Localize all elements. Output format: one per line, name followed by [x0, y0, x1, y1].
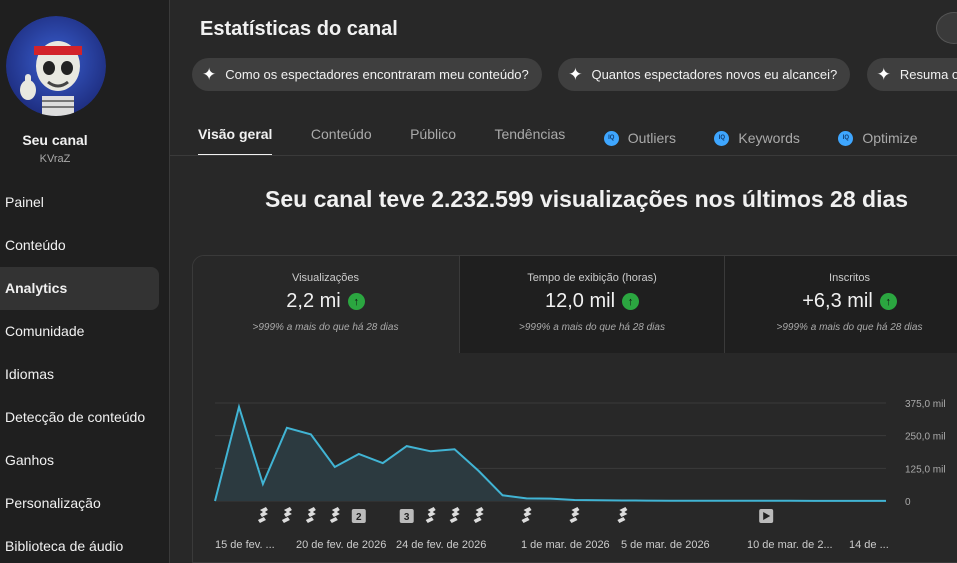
metric-label: Inscritos [829, 272, 870, 284]
tab-conteudo[interactable]: Conteúdo [311, 116, 372, 152]
tabs-divider [170, 155, 957, 156]
sidebar-nav: Painel Conteúdo Analytics Comunidade Idi… [0, 181, 159, 563]
tab-label: Tendências [494, 126, 566, 142]
tab-label: Público [410, 126, 456, 142]
iq-badge-icon: IQ [838, 130, 854, 146]
metric-value: +6,3 mil [802, 290, 873, 312]
sparkle-icon: ✦ [568, 64, 583, 84]
shorts-icon[interactable] [569, 507, 580, 523]
tab-optimize[interactable]: IQ Optimize [838, 120, 918, 156]
svg-text:3: 3 [404, 512, 410, 523]
chip-label: Quantos espectadores novos eu alcancei? [591, 67, 838, 82]
arrow-up-icon: ↑ [622, 293, 640, 310]
shorts-icon[interactable] [281, 507, 292, 523]
tab-outliers[interactable]: IQ Outliers [603, 120, 676, 156]
sidebar-item-analytics[interactable]: Analytics [0, 267, 159, 310]
share-button[interactable] [936, 12, 957, 44]
metric-tab-watch-time[interactable]: Tempo de exibição (horas) 12,0 mil ↑ >99… [459, 256, 724, 353]
x-tick-label: 5 de mar. de 2026 [621, 539, 710, 551]
chip-label: Como os espectadores encontraram meu con… [225, 67, 529, 82]
tab-label: Keywords [738, 130, 800, 146]
channel-name: Seu canal [22, 132, 88, 148]
views-area [215, 406, 886, 501]
video-count-badge[interactable]: 2 [351, 509, 366, 523]
tab-label: Visão geral [198, 126, 273, 142]
channel-handle: KVraZ [39, 153, 71, 165]
x-tick-label: 1 de mar. de 2026 [521, 539, 610, 551]
analytics-tabs: Visão geral Conteúdo Público Tendências … [198, 116, 952, 156]
x-tick-label: 14 de ... [849, 539, 889, 551]
metric-delta: >999% a mais do que há 28 dias [519, 322, 665, 333]
iq-badge-icon: IQ [714, 130, 730, 146]
shorts-icon[interactable] [329, 507, 340, 523]
overview-card: Visualizações 2,2 mi ↑ >999% a mais do q… [192, 255, 957, 563]
sidebar-item-painel[interactable]: Painel [5, 194, 44, 210]
main-content: Estatísticas do canal ✦ Como os espectad… [170, 0, 957, 563]
suggestion-chip[interactable]: ✦ Resuma o d [866, 58, 957, 91]
sidebar-item-idiomas[interactable]: Idiomas [5, 366, 55, 382]
sparkle-icon: ✦ [876, 64, 891, 84]
skeleton-avatar-image [6, 16, 106, 116]
x-tick-label: 24 de fev. de 2026 [396, 539, 486, 551]
arrow-up-icon: ↑ [879, 293, 897, 310]
suggestion-chip[interactable]: ✦ Como os espectadores encontraram meu c… [192, 58, 542, 91]
metric-value: 12,0 mil [544, 290, 616, 312]
suggestion-chips: ✦ Como os espectadores encontraram meu c… [192, 58, 957, 91]
metric-label: Tempo de exibição (horas) [527, 272, 657, 284]
iq-badge-icon: IQ [603, 130, 619, 146]
shorts-icon[interactable] [425, 507, 436, 523]
tab-publico[interactable]: Público [410, 116, 456, 152]
sparkle-icon: ✦ [202, 64, 217, 84]
sidebar-item-biblioteca-de-audio[interactable]: Biblioteca de áudio [5, 538, 124, 554]
metric-label: Visualizações [291, 272, 360, 284]
tab-label: Outliers [627, 130, 676, 146]
shorts-icon[interactable] [521, 507, 532, 523]
views-line [214, 403, 886, 502]
x-tick-label: 10 de mar. de 2... [747, 539, 833, 551]
y-tick-label: 375,0 mil [905, 399, 946, 410]
metric-tab-views[interactable]: Visualizações 2,2 mi ↑ >999% a mais do q… [193, 256, 458, 353]
sidebar-item-personalizacao[interactable]: Personalização [5, 495, 101, 511]
shorts-icon[interactable] [305, 507, 316, 523]
summary-headline: Seu canal teve 2.232.599 visualizações n… [265, 186, 909, 212]
tab-label: Conteúdo [310, 126, 372, 142]
page-title: Estatísticas do canal [200, 18, 398, 40]
shorts-icon[interactable] [473, 507, 484, 523]
chip-label: Resuma o d [899, 67, 957, 82]
shorts-icon[interactable] [257, 507, 268, 523]
y-tick-label: 250,0 mil [905, 432, 946, 443]
x-tick-label: 20 de fev. de 2026 [296, 539, 386, 551]
arrow-up-icon: ↑ [347, 293, 365, 310]
shorts-icon[interactable] [449, 507, 460, 523]
svg-text:2: 2 [356, 512, 362, 523]
y-tick-label: 125,0 mil [905, 464, 946, 475]
channel-avatar[interactable] [6, 16, 106, 116]
metric-delta: >999% a mais do que há 28 dias [252, 322, 399, 333]
views-chart[interactable]: 375,0 mil 250,0 mil 125,0 mil 0 2 3 15 de fe… [170, 380, 957, 563]
video-icon[interactable] [759, 509, 774, 523]
video-count-badge[interactable]: 3 [399, 509, 414, 523]
sidebar-item-ganhos[interactable]: Ganhos [5, 452, 55, 468]
metric-value: 2,2 mi [286, 290, 341, 312]
tab-label: Optimize [862, 130, 918, 146]
sidebar-item-comunidade[interactable]: Comunidade [5, 323, 85, 339]
tab-keywords[interactable]: IQ Keywords [714, 120, 800, 156]
sidebar: Seu canal KVraZ Painel Conteúdo Analytic… [0, 0, 170, 563]
suggestion-chip[interactable]: ✦ Quantos espectadores novos eu alcancei… [558, 58, 851, 91]
x-tick-label: 15 de fev. ... [215, 539, 275, 551]
metric-delta: >999% a mais do que há 28 dias [776, 322, 923, 333]
y-tick-label: 0 [905, 497, 911, 508]
tab-tendencias[interactable]: Tendências [494, 116, 565, 152]
sidebar-item-conteudo[interactable]: Conteúdo [5, 237, 66, 253]
tab-visao-geral[interactable]: Visão geral [198, 116, 273, 156]
sidebar-item-deteccao-de-conteudo[interactable]: Detecção de conteúdo [5, 409, 146, 425]
shorts-icon[interactable] [617, 507, 628, 523]
metric-tab-subscribers[interactable]: Inscritos +6,3 mil ↑ >999% a mais do que… [724, 256, 957, 353]
